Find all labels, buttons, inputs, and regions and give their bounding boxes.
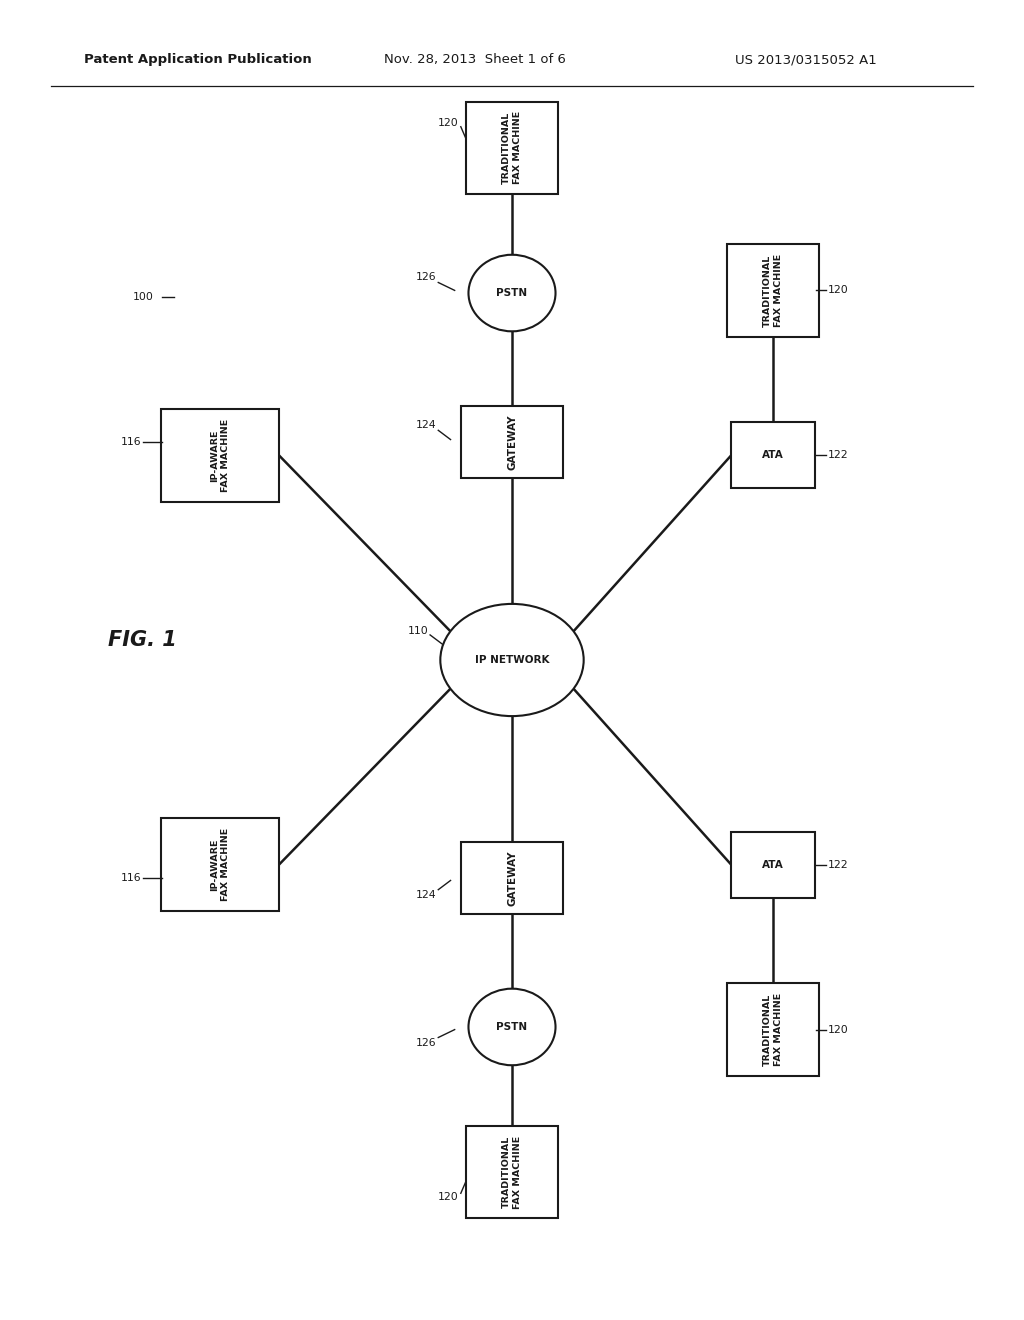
Text: 116: 116 bbox=[121, 437, 141, 447]
Text: US 2013/0315052 A1: US 2013/0315052 A1 bbox=[735, 53, 877, 66]
Ellipse shape bbox=[469, 255, 555, 331]
Text: ATA: ATA bbox=[762, 450, 784, 461]
Bar bbox=[731, 422, 815, 488]
Bar bbox=[466, 1126, 558, 1218]
Ellipse shape bbox=[440, 605, 584, 715]
Ellipse shape bbox=[469, 989, 555, 1065]
Text: 124: 124 bbox=[416, 420, 436, 430]
Text: 120: 120 bbox=[438, 117, 459, 128]
Bar bbox=[727, 983, 819, 1076]
Text: TRADITIONAL
FAX MACHINE: TRADITIONAL FAX MACHINE bbox=[502, 1135, 522, 1209]
Text: 116: 116 bbox=[121, 873, 141, 883]
Text: Patent Application Publication: Patent Application Publication bbox=[84, 53, 311, 66]
Text: PSTN: PSTN bbox=[497, 1022, 527, 1032]
Text: 100: 100 bbox=[133, 292, 154, 302]
Text: TRADITIONAL
FAX MACHINE: TRADITIONAL FAX MACHINE bbox=[763, 993, 783, 1067]
Text: TRADITIONAL
FAX MACHINE: TRADITIONAL FAX MACHINE bbox=[763, 253, 783, 327]
Text: ATA: ATA bbox=[762, 859, 784, 870]
Bar bbox=[162, 818, 279, 911]
Text: 120: 120 bbox=[438, 1192, 459, 1203]
Bar bbox=[727, 244, 819, 337]
Text: GATEWAY: GATEWAY bbox=[507, 850, 517, 906]
Bar bbox=[731, 832, 815, 898]
Text: GATEWAY: GATEWAY bbox=[507, 414, 517, 470]
Text: FIG. 1: FIG. 1 bbox=[108, 630, 176, 651]
Bar bbox=[466, 102, 558, 194]
Bar bbox=[162, 409, 279, 502]
Bar bbox=[461, 842, 563, 913]
Text: IP-AWARE
FAX MACHINE: IP-AWARE FAX MACHINE bbox=[210, 418, 230, 492]
Text: 126: 126 bbox=[416, 1038, 436, 1048]
Bar bbox=[461, 405, 563, 478]
Text: IP NETWORK: IP NETWORK bbox=[475, 655, 549, 665]
Text: 126: 126 bbox=[416, 272, 436, 282]
Text: 120: 120 bbox=[827, 1024, 848, 1035]
Text: IP-AWARE
FAX MACHINE: IP-AWARE FAX MACHINE bbox=[210, 828, 230, 902]
Text: 122: 122 bbox=[827, 859, 848, 870]
Text: 124: 124 bbox=[416, 890, 436, 900]
Text: Nov. 28, 2013  Sheet 1 of 6: Nov. 28, 2013 Sheet 1 of 6 bbox=[384, 53, 566, 66]
Text: 120: 120 bbox=[827, 285, 848, 296]
Text: PSTN: PSTN bbox=[497, 288, 527, 298]
Text: 110: 110 bbox=[408, 626, 428, 636]
Text: 122: 122 bbox=[827, 450, 848, 461]
Text: TRADITIONAL
FAX MACHINE: TRADITIONAL FAX MACHINE bbox=[502, 111, 522, 185]
